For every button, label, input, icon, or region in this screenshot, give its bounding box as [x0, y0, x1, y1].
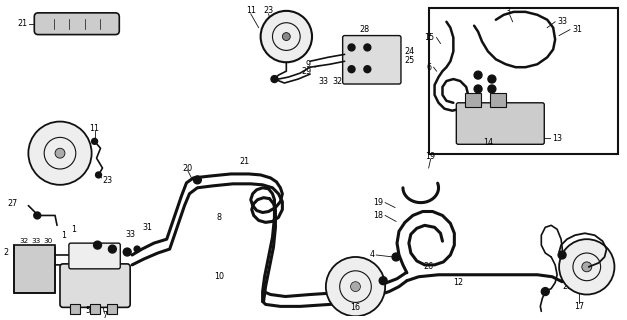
Circle shape [92, 138, 98, 144]
Text: 23: 23 [102, 176, 113, 185]
Text: 8: 8 [216, 213, 221, 222]
Circle shape [193, 176, 201, 184]
Text: 22: 22 [562, 282, 572, 291]
Circle shape [326, 257, 385, 316]
Bar [107, 304, 117, 314]
Circle shape [93, 241, 102, 249]
Text: 6: 6 [426, 63, 431, 72]
Text: 3: 3 [505, 7, 510, 16]
Text: 1: 1 [71, 225, 76, 234]
Circle shape [364, 44, 371, 51]
Text: 7: 7 [102, 311, 107, 320]
Text: 32: 32 [333, 76, 343, 85]
Text: 13: 13 [552, 134, 562, 143]
Text: 21: 21 [18, 19, 28, 28]
FancyBboxPatch shape [456, 103, 544, 144]
Text: 31: 31 [572, 25, 582, 34]
Circle shape [261, 11, 312, 62]
Text: 11: 11 [246, 6, 256, 15]
Circle shape [474, 85, 482, 93]
Circle shape [474, 71, 482, 79]
Circle shape [558, 251, 566, 259]
Text: 33: 33 [31, 238, 41, 244]
FancyBboxPatch shape [60, 264, 130, 308]
FancyBboxPatch shape [343, 36, 401, 84]
Circle shape [582, 262, 592, 272]
Text: 14: 14 [483, 138, 493, 147]
FancyBboxPatch shape [34, 13, 119, 35]
Circle shape [488, 85, 496, 93]
Text: 31: 31 [142, 223, 152, 232]
Circle shape [364, 66, 371, 73]
Text: 5: 5 [85, 306, 90, 315]
Text: 18: 18 [570, 243, 580, 252]
Text: 33: 33 [557, 17, 567, 26]
Text: 16: 16 [350, 303, 361, 312]
Circle shape [348, 44, 355, 51]
Text: 28: 28 [359, 25, 369, 34]
Bar [429, 8, 618, 154]
Text: 20: 20 [182, 164, 192, 172]
Text: 4: 4 [369, 251, 374, 260]
Text: 12: 12 [453, 278, 463, 287]
Text: 23: 23 [263, 6, 273, 15]
Circle shape [28, 122, 92, 185]
Circle shape [34, 212, 41, 219]
Text: 33: 33 [125, 230, 135, 239]
Circle shape [350, 282, 361, 292]
Text: 24: 24 [404, 47, 414, 56]
Text: 32: 32 [19, 238, 29, 244]
Text: 22: 22 [353, 270, 364, 279]
Text: 25: 25 [404, 56, 414, 65]
Circle shape [95, 172, 102, 178]
Text: 29: 29 [302, 67, 312, 76]
Circle shape [488, 75, 496, 83]
Text: 11: 11 [90, 124, 100, 133]
Circle shape [134, 246, 140, 252]
Bar [70, 304, 80, 314]
Circle shape [55, 148, 65, 158]
Circle shape [379, 277, 387, 285]
Bar [490, 93, 506, 107]
Circle shape [124, 248, 131, 256]
Circle shape [271, 76, 278, 83]
Bar [14, 245, 55, 292]
Text: 30: 30 [43, 238, 53, 244]
Text: 26: 26 [424, 262, 434, 271]
Text: 9: 9 [305, 60, 310, 69]
Text: 17: 17 [574, 302, 584, 311]
Bar [465, 93, 481, 107]
Text: 21: 21 [240, 156, 250, 166]
FancyBboxPatch shape [69, 243, 120, 269]
Circle shape [348, 66, 355, 73]
Circle shape [541, 288, 549, 295]
Circle shape [392, 253, 400, 261]
Text: 19: 19 [373, 198, 383, 207]
Circle shape [108, 245, 117, 253]
Circle shape [282, 33, 290, 41]
Text: 19: 19 [426, 152, 436, 161]
Text: 27: 27 [8, 199, 18, 208]
Text: 10: 10 [214, 272, 224, 281]
Text: 15: 15 [424, 33, 435, 42]
Text: 1: 1 [61, 231, 66, 240]
Text: 18: 18 [373, 211, 383, 220]
Text: 33: 33 [319, 76, 329, 85]
Bar [90, 304, 100, 314]
Circle shape [559, 239, 614, 294]
Text: 2: 2 [4, 248, 9, 257]
